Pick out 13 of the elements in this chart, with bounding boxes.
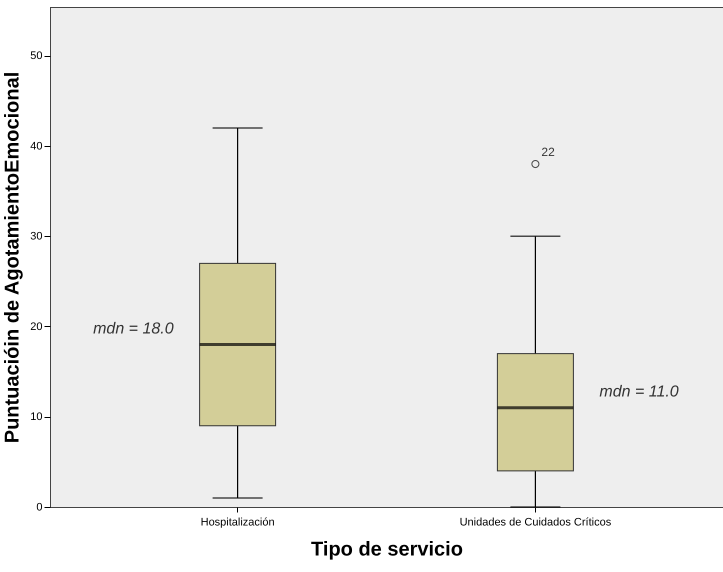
- y-axis-title: Puntuacióin de AgotamientoEmocional: [1, 72, 24, 444]
- x-axis-title: Tipo de servicio: [311, 538, 463, 560]
- y-tick-label: 30: [30, 230, 42, 243]
- y-tick-label: 20: [30, 320, 42, 333]
- x-tick-label: Hospitalización: [200, 516, 275, 528]
- annotation: mdn = 11.0: [599, 384, 679, 401]
- x-tick-label: Unidades de Cuidados Críticos: [460, 516, 612, 528]
- y-tick-label: 40: [30, 140, 42, 152]
- annotation: mdn = 18.0: [93, 320, 174, 338]
- y-tick-label: 50: [30, 50, 42, 62]
- y-tick-label: 0: [36, 502, 42, 514]
- y-tick-label: 10: [30, 411, 42, 424]
- annotation: 22: [541, 145, 556, 160]
